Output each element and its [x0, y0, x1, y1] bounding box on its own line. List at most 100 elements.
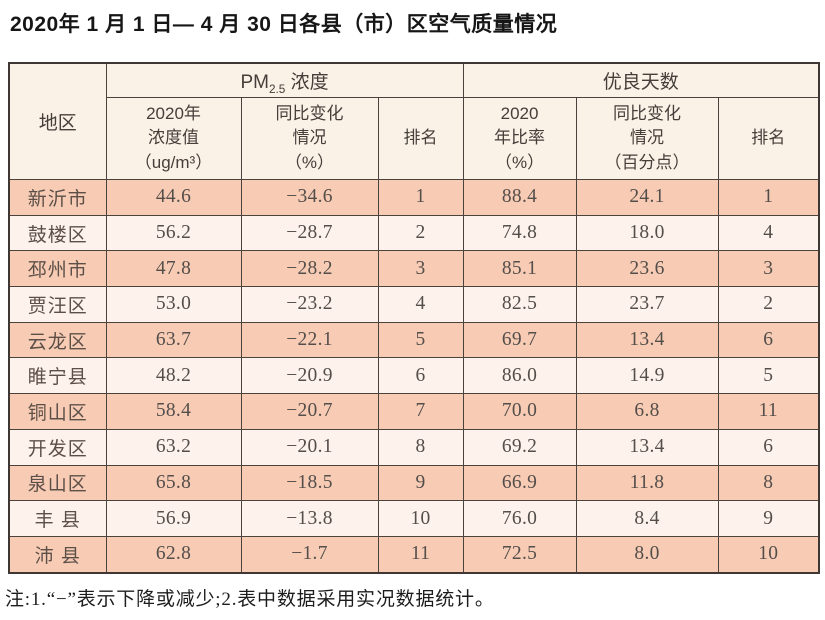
- good-change-header: 同比变化 情况 （百分点）: [575, 97, 719, 180]
- air-quality-table: 地区 PM2.5 浓度 优良天数 2020年 浓度值 （ug/m³） 同比变化 …: [8, 62, 821, 574]
- pm-change-cell: −28.7: [240, 214, 379, 252]
- good-ratio-cell: 82.5: [462, 286, 577, 323]
- good-rank-cell: 8: [717, 464, 820, 502]
- table-row: 丰 县 56.9 −13.8 10 76.0 8.4 9: [8, 500, 820, 537]
- pm-rank-cell: 7: [377, 393, 464, 430]
- pm25-label-sub: 2.5: [268, 82, 286, 96]
- pm-rank-cell: 2: [377, 214, 464, 252]
- good-ratio-cell: 69.2: [462, 428, 577, 466]
- pm-value-cell: 56.2: [105, 214, 242, 252]
- region-cell: 沛 县: [8, 535, 107, 574]
- good-ratio-cell: 88.4: [462, 179, 577, 216]
- pm-value-header: 2020年 浓度值 （ug/m³）: [105, 97, 242, 180]
- table-row: 开发区 63.2 −20.1 8 69.2 13.4 6: [8, 428, 820, 466]
- pm-change-header: 同比变化 情况 （%）: [240, 97, 379, 180]
- pm-rank-cell: 8: [377, 428, 464, 466]
- good-rank-cell: 1: [717, 179, 820, 216]
- good-change-cell: 13.4: [575, 321, 719, 359]
- region-column-header: 地区: [8, 62, 107, 180]
- good-ratio-cell: 66.9: [462, 464, 577, 502]
- pm-value-cell: 62.8: [105, 535, 242, 574]
- table-row: 睢宁县 48.2 −20.9 6 86.0 14.9 5: [8, 357, 820, 395]
- pm-change-cell: −18.5: [240, 464, 379, 502]
- good-rank-cell: 4: [717, 214, 820, 252]
- pm-value-cell: 63.2: [105, 428, 242, 466]
- region-cell: 睢宁县: [8, 357, 107, 395]
- pm25-label-rest: 浓度: [285, 72, 329, 93]
- good-rank-cell: 6: [717, 321, 820, 359]
- region-cell: 新沂市: [8, 179, 107, 216]
- good-change-cell: 24.1: [575, 179, 719, 216]
- region-cell: 丰 县: [8, 500, 107, 537]
- table-row: 铜山区 58.4 −20.7 7 70.0 6.8 11: [8, 393, 820, 430]
- region-cell: 铜山区: [8, 393, 107, 430]
- pm-change-cell: −34.6: [240, 179, 379, 216]
- pm-rank-cell: 3: [377, 250, 464, 288]
- good-change-cell: 11.8: [575, 464, 719, 502]
- pm-rank-cell: 11: [377, 535, 464, 574]
- pm-value-cell: 48.2: [105, 357, 242, 395]
- table-row: 贾汪区 53.0 −23.2 4 82.5 23.7 2: [8, 286, 820, 323]
- table-row: 新沂市 44.6 −34.6 1 88.4 24.1 1: [8, 179, 820, 216]
- pm-value-cell: 56.9: [105, 500, 242, 537]
- good-rank-header: 排名: [717, 97, 820, 180]
- pm-rank-cell: 1: [377, 179, 464, 216]
- good-ratio-cell: 85.1: [462, 250, 577, 288]
- pm-rank-cell: 6: [377, 357, 464, 395]
- pm-change-cell: −1.7: [240, 535, 379, 574]
- region-cell: 贾汪区: [8, 286, 107, 323]
- good-rank-cell: 2: [717, 286, 820, 323]
- pm-value-cell: 65.8: [105, 464, 242, 502]
- page-title: 2020年 1 月 1 日— 4 月 30 日各县（市）区空气质量情况: [10, 13, 558, 36]
- pm-value-cell: 58.4: [105, 393, 242, 430]
- good-change-cell: 23.7: [575, 286, 719, 323]
- good-ratio-header: 2020 年比率 （%）: [462, 97, 577, 180]
- good-change-cell: 18.0: [575, 214, 719, 252]
- pm25-group-header: PM2.5 浓度: [105, 62, 464, 98]
- good-change-cell: 6.8: [575, 393, 719, 430]
- table-group-header-row: 地区 PM2.5 浓度 优良天数: [8, 62, 820, 180]
- pm-change-cell: −23.2: [240, 286, 379, 323]
- good-ratio-cell: 69.7: [462, 321, 577, 359]
- good-change-cell: 14.9: [575, 357, 719, 395]
- good-change-cell: 8.0: [575, 535, 719, 574]
- good-rank-cell: 6: [717, 428, 820, 466]
- table-row: 鼓楼区 56.2 −28.7 2 74.8 18.0 4: [8, 214, 820, 252]
- pm25-label-main: PM: [240, 72, 269, 93]
- pm-change-cell: −28.2: [240, 250, 379, 288]
- pm-rank-cell: 10: [377, 500, 464, 537]
- good-ratio-cell: 74.8: [462, 214, 577, 252]
- good-rank-cell: 9: [717, 500, 820, 537]
- region-cell: 鼓楼区: [8, 214, 107, 252]
- good-rank-cell: 3: [717, 250, 820, 288]
- pm-change-cell: −22.1: [240, 321, 379, 359]
- pm-value-cell: 47.8: [105, 250, 242, 288]
- region-cell: 开发区: [8, 428, 107, 466]
- pm-value-cell: 44.6: [105, 179, 242, 216]
- good-days-group-header: 优良天数: [462, 62, 820, 98]
- good-rank-cell: 5: [717, 357, 820, 395]
- good-ratio-cell: 86.0: [462, 357, 577, 395]
- pm-change-cell: −20.1: [240, 428, 379, 466]
- good-change-cell: 23.6: [575, 250, 719, 288]
- region-cell: 云龙区: [8, 321, 107, 359]
- good-ratio-cell: 76.0: [462, 500, 577, 537]
- good-ratio-cell: 70.0: [462, 393, 577, 430]
- table-row: 云龙区 63.7 −22.1 5 69.7 13.4 6: [8, 321, 820, 359]
- pm-rank-header: 排名: [377, 97, 464, 180]
- pm-value-cell: 63.7: [105, 321, 242, 359]
- good-change-cell: 8.4: [575, 500, 719, 537]
- pm-change-cell: −13.8: [240, 500, 379, 537]
- footnote: 注:1.“−”表示下降或减少;2.表中数据采用实况数据统计。: [5, 589, 495, 610]
- good-rank-cell: 11: [717, 393, 820, 430]
- good-change-cell: 13.4: [575, 428, 719, 466]
- pm-rank-cell: 9: [377, 464, 464, 502]
- good-ratio-cell: 72.5: [462, 535, 577, 574]
- pm-rank-cell: 5: [377, 321, 464, 359]
- pm-value-cell: 53.0: [105, 286, 242, 323]
- pm-change-cell: −20.9: [240, 357, 379, 395]
- table-row: 沛 县 62.8 −1.7 11 72.5 8.0 10: [8, 535, 820, 574]
- pm-rank-cell: 4: [377, 286, 464, 323]
- region-cell: 泉山区: [8, 464, 107, 502]
